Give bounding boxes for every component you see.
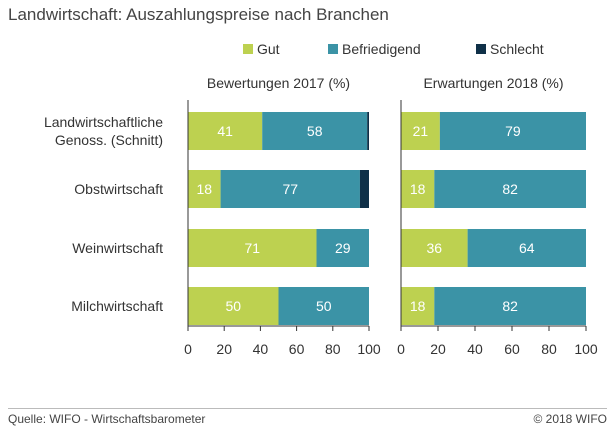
bar-gut — [188, 287, 279, 325]
x-tick-label: 20 — [430, 341, 446, 357]
bar-value-label: 21 — [413, 123, 429, 139]
x-tick-label: 0 — [397, 341, 405, 357]
bar-value-label: 41 — [217, 123, 233, 139]
category-label: Genoss. (Schnitt) — [55, 132, 163, 148]
bar-value-label: 18 — [197, 181, 213, 197]
source-note: Quelle: WIFO - Wirtschaftsbarometer — [8, 412, 206, 426]
bar-gut — [188, 229, 317, 267]
copyright-note: © 2018 WIFO — [533, 412, 607, 426]
bar-befriedigend — [434, 170, 586, 208]
x-tick-label: 100 — [574, 341, 598, 357]
legend-swatch-schlecht — [476, 44, 486, 54]
bar-gut — [401, 112, 440, 150]
bar-value-label: 50 — [225, 298, 241, 314]
bar-gut — [188, 112, 263, 150]
bar-value-label: 82 — [502, 181, 518, 197]
bar-schlecht — [367, 112, 369, 150]
bar-befriedigend — [467, 229, 586, 267]
bar-befriedigend — [439, 112, 586, 150]
x-tick-label: 100 — [357, 341, 381, 357]
category-label: Landwirtschaftliche — [44, 114, 163, 130]
x-tick-label: 60 — [289, 341, 305, 357]
bar-befriedigend — [434, 287, 586, 325]
bar-value-label: 77 — [282, 181, 298, 197]
x-tick-label: 40 — [253, 341, 269, 357]
panel-title: Bewertungen 2017 (%) — [207, 75, 350, 91]
legend-label-befriedigend: Befriedigend — [342, 41, 421, 57]
category-label: Obstwirtschaft — [74, 181, 163, 197]
bar-befriedigend — [316, 229, 369, 267]
bar-gut — [401, 170, 435, 208]
bar-schlecht — [359, 170, 369, 208]
x-tick-label: 40 — [467, 341, 483, 357]
bar-befriedigend — [220, 170, 360, 208]
legend-label-gut: Gut — [257, 41, 280, 57]
x-tick-label: 60 — [504, 341, 520, 357]
bar-gut — [188, 170, 221, 208]
bar-value-label: 64 — [519, 240, 535, 256]
bar-gut — [401, 287, 435, 325]
bar-value-label: 79 — [505, 123, 521, 139]
bar-gut — [401, 229, 468, 267]
category-label: Milchwirtschaft — [71, 298, 163, 314]
panel-title: Erwartungen 2018 (%) — [423, 75, 563, 91]
legend-swatch-befriedigend — [328, 44, 338, 54]
category-label: Weinwirtschaft — [72, 240, 163, 256]
bar-value-label: 29 — [335, 240, 351, 256]
bar-value-label: 82 — [502, 298, 518, 314]
chart-canvas: Gut Befriedigend Schlecht Landwirtschaftlic… — [44, 41, 598, 357]
x-tick-label: 0 — [184, 341, 192, 357]
x-tick-label: 80 — [541, 341, 557, 357]
legend-swatch-gut — [243, 44, 253, 54]
bar-value-label: 58 — [307, 123, 323, 139]
x-tick-label: 20 — [216, 341, 232, 357]
bar-value-label: 18 — [410, 181, 426, 197]
chart-title: Landwirtschaft: Auszahlungspreise nach B… — [8, 5, 389, 24]
bar-value-label: 36 — [427, 240, 443, 256]
bar-value-label: 18 — [410, 298, 426, 314]
footer-divider — [8, 408, 607, 409]
bar-befriedigend — [262, 112, 368, 150]
legend-label-schlecht: Schlecht — [490, 41, 544, 57]
bar-value-label: 50 — [316, 298, 332, 314]
x-tick-label: 80 — [325, 341, 341, 357]
bar-befriedigend — [278, 287, 369, 325]
bar-value-label: 71 — [244, 240, 260, 256]
